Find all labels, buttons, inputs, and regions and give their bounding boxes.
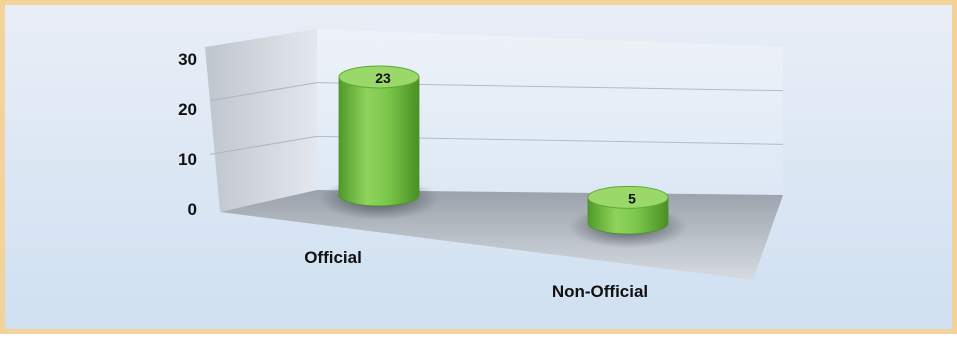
category-label: Official xyxy=(304,248,362,267)
data-label: 23 xyxy=(375,70,391,86)
back-wall xyxy=(317,29,783,195)
bar-non-official: 5 xyxy=(568,185,688,248)
y-axis-ticks: 0 10 20 30 xyxy=(178,50,197,219)
y-tick-label: 0 xyxy=(188,200,197,219)
category-label: Non-Official xyxy=(552,282,648,301)
bar-top xyxy=(587,185,669,209)
y-tick-label: 20 xyxy=(178,100,197,119)
category-labels: Official Non-Official xyxy=(304,248,648,301)
gridline-side xyxy=(209,82,318,102)
y-tick-label: 30 xyxy=(178,50,197,69)
cylinder-bar-chart: 0 10 20 30 23 5 Official Non-Official xyxy=(178,29,784,301)
bar-official: 23 xyxy=(319,65,439,220)
side-wall xyxy=(205,29,317,212)
bar-body xyxy=(338,76,420,207)
data-label: 5 xyxy=(628,190,636,206)
y-tick-label: 10 xyxy=(178,150,197,169)
bars: 23 5 xyxy=(319,65,688,248)
bar-top xyxy=(338,65,420,89)
gridline-side xyxy=(209,135,318,155)
